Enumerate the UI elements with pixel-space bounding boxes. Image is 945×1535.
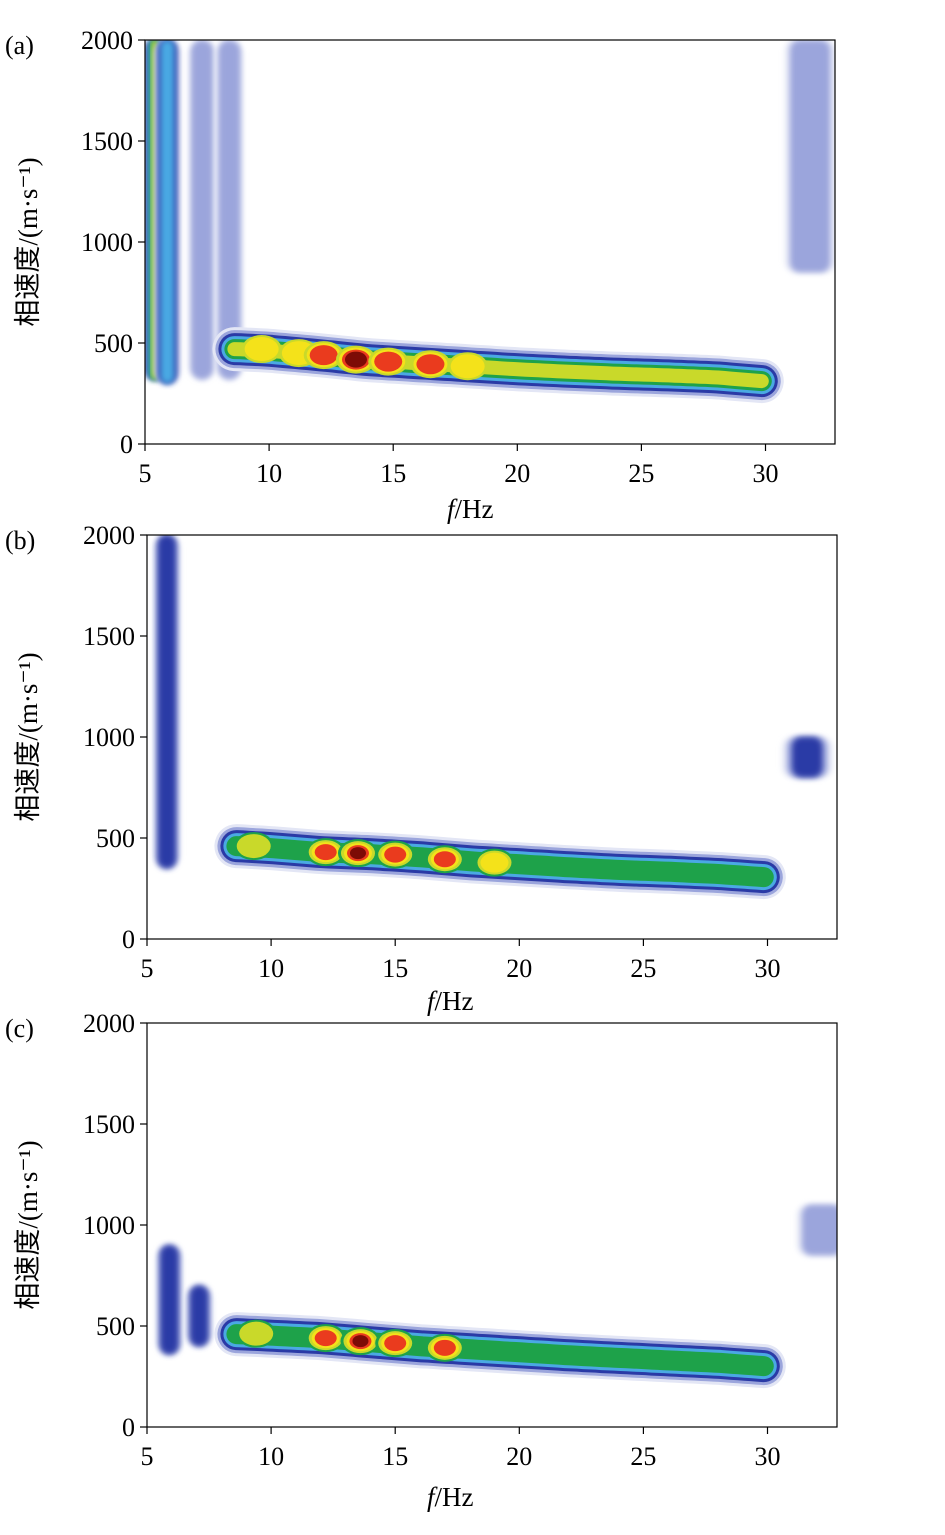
high-freq-column xyxy=(790,40,831,273)
panel-label: (b) xyxy=(5,526,35,555)
y-tick-label: 1500 xyxy=(81,127,133,156)
plot-area xyxy=(153,535,833,900)
x-tick-label: 15 xyxy=(380,459,406,488)
y-tick-label: 500 xyxy=(94,329,133,358)
axis-ticks: 5 10 15 20 25 30 0 500 1000 1500 2000 xyxy=(81,26,779,488)
y-axis-title: 相速度/(m·s⁻¹) xyxy=(13,652,43,821)
y-tick-label: 500 xyxy=(96,1312,135,1341)
ridge-peak xyxy=(352,1335,369,1348)
plot-area xyxy=(145,40,835,404)
ridge-peak xyxy=(450,354,485,379)
y-tick-label: 2000 xyxy=(83,1009,135,1038)
y-axis-title: 相速度/(m·s⁻¹) xyxy=(13,157,43,326)
ridge-peak xyxy=(384,846,407,863)
x-axis-title: f/Hz xyxy=(427,1482,474,1512)
x-tick-label: 30 xyxy=(755,954,781,983)
x-tick-label: 15 xyxy=(382,1442,408,1471)
heatmap-field xyxy=(156,1204,837,1389)
panel-b: 5 10 15 20 25 30 0 500 1000 1500 2000 (b) f/Hz 相速度… xyxy=(5,521,838,1016)
x-tick-label: 5 xyxy=(141,1442,154,1471)
y-tick-label: 1500 xyxy=(83,1110,135,1139)
x-axis-title: f/Hz xyxy=(427,986,474,1016)
high-freq-column xyxy=(792,737,823,778)
high-freq-column xyxy=(802,1204,837,1256)
plot-area xyxy=(156,1204,837,1389)
low-freq-column xyxy=(160,40,175,384)
ridge-peak xyxy=(314,1330,337,1347)
x-tick-label: 5 xyxy=(141,954,154,983)
y-tick-label: 1000 xyxy=(81,228,133,257)
panel-label: (a) xyxy=(5,31,34,60)
x-axis-title-symbol: f xyxy=(427,986,438,1016)
low-freq-column xyxy=(190,1285,209,1347)
y-tick-label: 0 xyxy=(120,430,133,459)
x-axis-title-symbol: f xyxy=(427,1482,438,1512)
x-tick-label: 5 xyxy=(139,459,152,488)
y-tick-label: 0 xyxy=(122,1413,135,1442)
ridge-peak xyxy=(433,851,456,868)
heatmap-field xyxy=(145,40,835,404)
ridge-peak xyxy=(416,354,445,375)
x-tick-label: 25 xyxy=(628,459,654,488)
low-freq-column xyxy=(191,40,214,380)
y-tick-label: 2000 xyxy=(81,26,133,55)
x-tick-label: 10 xyxy=(258,954,284,983)
ridge-peak xyxy=(244,337,279,362)
x-tick-label: 20 xyxy=(504,459,530,488)
ridge-peak xyxy=(374,351,403,372)
panel-c: 5 10 15 20 25 30 0 500 1000 1500 2000 (c) f/Hz 相速度… xyxy=(5,1009,838,1512)
x-tick-label: 15 xyxy=(382,954,408,983)
ridge-peak xyxy=(239,1321,274,1346)
panel-label: (c) xyxy=(5,1014,34,1043)
x-tick-label: 10 xyxy=(258,1442,284,1471)
panel-a: 5 10 15 20 25 30 0 500 1000 1500 2000 (a) f/Hz 相速度… xyxy=(5,26,836,524)
x-tick-label: 30 xyxy=(755,1442,781,1471)
ridge-peak xyxy=(480,852,509,873)
x-tick-label: 30 xyxy=(753,459,779,488)
y-tick-label: 0 xyxy=(122,925,135,954)
x-tick-label: 20 xyxy=(506,1442,532,1471)
y-axis-title: 相速度/(m·s⁻¹) xyxy=(13,1140,43,1309)
ridge-peak xyxy=(349,847,366,860)
x-tick-label: 25 xyxy=(630,1442,656,1471)
low-freq-column xyxy=(157,535,176,869)
ridge-peak xyxy=(236,834,271,859)
x-axis-title-symbol: f xyxy=(447,494,458,524)
x-tick-label: 25 xyxy=(630,954,656,983)
ridge-peak xyxy=(344,351,367,368)
x-axis-title: f/Hz xyxy=(447,494,494,524)
x-tick-label: 20 xyxy=(506,954,532,983)
axis-ticks: 5 10 15 20 25 30 0 500 1000 1500 2000 xyxy=(83,1009,781,1471)
axis-ticks: 5 10 15 20 25 30 0 500 1000 1500 2000 xyxy=(83,521,781,983)
y-tick-label: 1000 xyxy=(83,723,135,752)
ridge-peak xyxy=(314,844,337,861)
x-axis-title-unit: /Hz xyxy=(455,494,494,524)
y-tick-label: 2000 xyxy=(83,521,135,550)
ridge-peak xyxy=(309,345,338,366)
heatmap-field xyxy=(153,535,833,900)
y-tick-label: 1000 xyxy=(83,1211,135,1240)
y-tick-label: 500 xyxy=(96,824,135,853)
y-tick-label: 1500 xyxy=(83,622,135,651)
x-tick-label: 10 xyxy=(256,459,282,488)
x-axis-title-unit: /Hz xyxy=(435,986,474,1016)
ridge-peak xyxy=(384,1335,407,1352)
low-freq-column xyxy=(160,1245,179,1355)
low-freq-column xyxy=(218,40,241,380)
x-axis-title-unit: /Hz xyxy=(435,1482,474,1512)
ridge-peak xyxy=(433,1339,456,1356)
